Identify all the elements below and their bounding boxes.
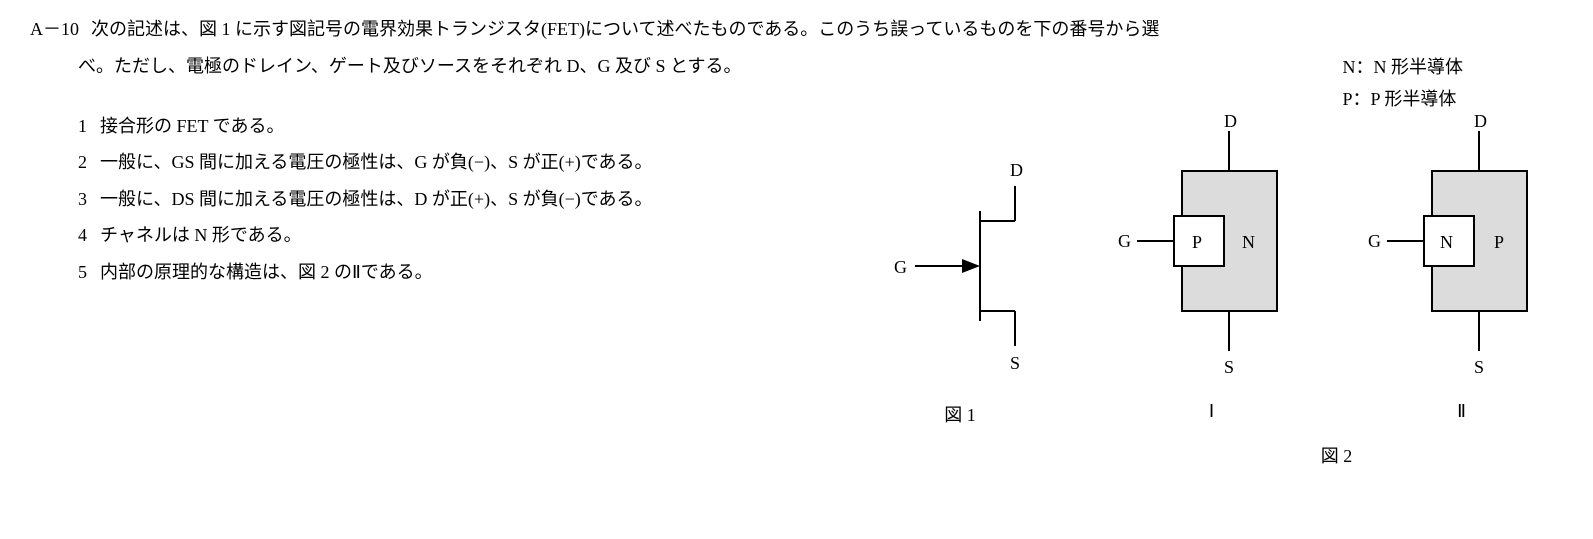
legend-p: P：P 形半導体 xyxy=(1343,83,1464,115)
channel-label: N xyxy=(1242,232,1255,252)
option-item: 2 一般に、GS 間に加える電圧の極性は、G が負(−)、S が正(+)である。 xyxy=(78,147,810,178)
d-label: D xyxy=(1010,160,1023,180)
question-text-line2: べ。ただし、電極のドレイン、ゲート及びソースをそれぞれ D、G 及び S とする… xyxy=(78,52,1563,81)
fet-structure-1-svg: D G S P N xyxy=(1112,111,1312,391)
diagram-2: D G S N P Ⅱ xyxy=(1362,111,1562,422)
g-label: G xyxy=(1368,231,1381,251)
s-label: S xyxy=(1474,357,1484,377)
figure-1: D G S 図 1 xyxy=(810,111,1110,468)
option-item: 1 接合形の FET である。 xyxy=(78,111,810,142)
question-number: A－10 xyxy=(30,15,79,41)
option-text: チャネルは N 形である。 xyxy=(100,220,302,251)
diagram-1: D G S P N Ⅰ xyxy=(1112,111,1312,422)
option-text: 内部の原理的な構造は、図 2 のⅡである。 xyxy=(100,257,433,288)
channel-label: P xyxy=(1494,232,1504,252)
fet-symbol-svg: D G S xyxy=(870,151,1050,381)
option-text: 接合形の FET である。 xyxy=(100,111,285,142)
options-list: 1 接合形の FET である。 2 一般に、GS 間に加える電圧の極性は、G が… xyxy=(30,111,810,468)
figure-2-caption: 図 2 xyxy=(1321,442,1353,468)
g-label: G xyxy=(894,257,907,277)
diagram-1-caption: Ⅰ xyxy=(1209,401,1214,422)
legend-n: N：N 形半導体 xyxy=(1343,51,1464,83)
gate-region-label: P xyxy=(1192,232,1202,252)
d-label: D xyxy=(1474,111,1487,131)
figure-2: D G S P N Ⅰ xyxy=(1110,111,1563,468)
option-num: 5 xyxy=(78,257,100,288)
option-item: 5 内部の原理的な構造は、図 2 のⅡである。 xyxy=(78,257,810,288)
fet-structure-2-svg: D G S N P xyxy=(1362,111,1562,391)
s-label: S xyxy=(1224,357,1234,377)
d-label: D xyxy=(1224,111,1237,131)
option-text: 一般に、DS 間に加える電圧の極性は、D が正(+)、S が負(−)である。 xyxy=(100,184,653,215)
option-item: 3 一般に、DS 間に加える電圧の極性は、D が正(+)、S が負(−)である。 xyxy=(78,184,810,215)
option-num: 1 xyxy=(78,111,100,142)
option-num: 2 xyxy=(78,147,100,178)
legend: N：N 形半導体 P：P 形半導体 xyxy=(1343,51,1464,116)
question-header: A－10 次の記述は、図 1 に示す図記号の電界効果トランジスタ(FET)につい… xyxy=(30,15,1563,44)
option-num: 4 xyxy=(78,220,100,251)
main-area: 1 接合形の FET である。 2 一般に、GS 間に加える電圧の極性は、G が… xyxy=(30,111,1563,468)
figure-1-caption: 図 1 xyxy=(944,401,976,427)
option-item: 4 チャネルは N 形である。 xyxy=(78,220,810,251)
s-label: S xyxy=(1010,353,1020,373)
option-text: 一般に、GS 間に加える電圧の極性は、G が負(−)、S が正(+)である。 xyxy=(100,147,653,178)
option-num: 3 xyxy=(78,184,100,215)
figures-area: N：N 形半導体 P：P 形半導体 D G S 図 1 xyxy=(810,111,1563,468)
gate-region-label: N xyxy=(1440,232,1453,252)
diagram-2-caption: Ⅱ xyxy=(1457,401,1466,422)
question-text-line1: 次の記述は、図 1 に示す図記号の電界効果トランジスタ(FET)について述べたも… xyxy=(91,15,1159,44)
g-label: G xyxy=(1118,231,1131,251)
